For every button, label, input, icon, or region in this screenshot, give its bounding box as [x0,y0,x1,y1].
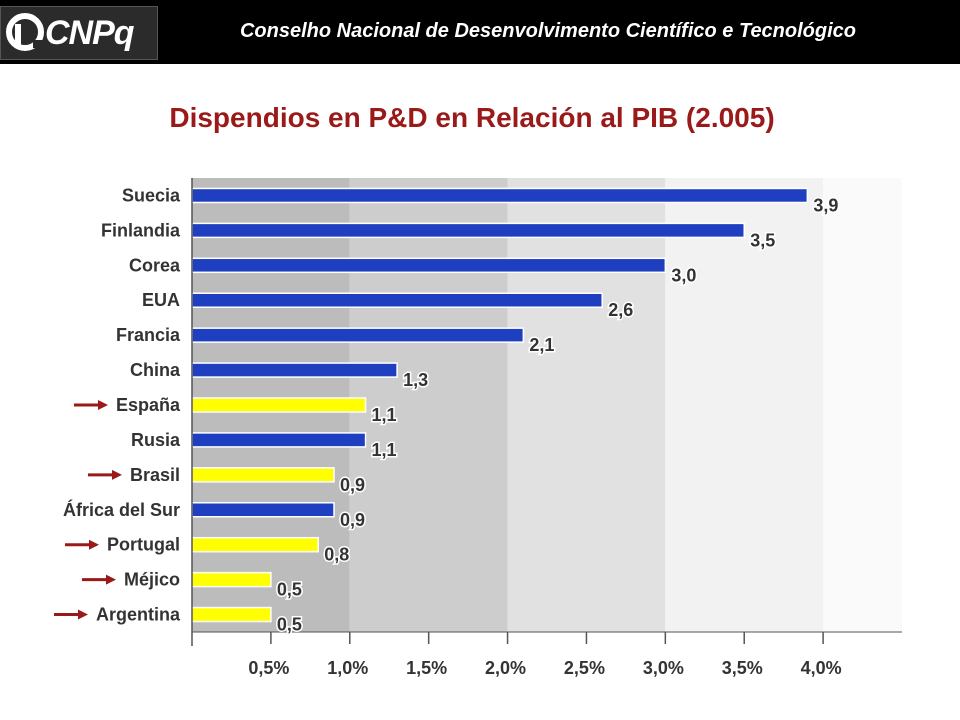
bar [191,362,398,378]
value-label: 2,1 [529,335,554,355]
x-tick-label: 2,5% [564,658,605,678]
tick-labels: 0,5% 1,0% 1,5% 2,0% 2,5% 3,0% 3,5% 4,0% [248,658,841,678]
bars [191,187,809,623]
category-label: Francia [116,325,181,345]
bar [191,571,272,588]
bar [191,187,809,204]
category-labels: Suecia Finlandia Corea EUA Francia China Españ… [63,185,181,624]
x-tick-label: 4,0% [801,658,842,678]
category-label: Méjico [124,570,180,590]
x-tick-label: 2,0% [485,658,526,678]
arrow-icon [64,539,99,550]
category-label: África del Sur [63,499,180,520]
bar [191,606,272,623]
arrow-icon [87,469,122,480]
axes [191,178,902,646]
bar [191,432,367,448]
arrow-icon [81,574,116,585]
value-label: 2,6 [608,300,633,320]
category-label: Finlandia [101,220,181,240]
background-band [349,178,508,632]
category-label: Brasil [130,465,180,485]
value-label: 3,9 [813,195,838,215]
header-bar: CNPq Conselho Nacional de Desenvolviment… [0,0,960,64]
value-label: 1,3 [403,370,428,390]
bar [191,257,667,274]
background-band [665,178,824,632]
header-title: Conselho Nacional de Desenvolvimento Cie… [239,20,857,42]
category-label: Rusia [131,430,181,450]
value-label: 1,1 [372,405,397,425]
bar [191,397,367,413]
background-band [823,178,902,632]
value-label: 0,8 [324,545,349,565]
value-label: 3,0 [671,265,696,285]
category-label: Portugal [107,535,180,555]
arrow-icon [73,400,108,410]
logo-text: CNPq [45,14,135,52]
value-label: 0,5 [277,615,302,635]
category-label: España [116,395,181,415]
value-label: 0,9 [340,475,365,495]
x-tick-label: 3,0% [643,658,684,678]
bar [191,222,745,239]
chart-title: Dispendios en P&D en Relación al PIB (2.… [169,102,775,133]
category-label: Argentina [96,605,181,625]
x-tick-label: 1,0% [327,658,368,678]
category-label: China [130,360,181,380]
value-labels: 3,9 3,5 3,0 2,6 2,1 1,3 1,1 1,1 0,9 0,9 0,8 0,5 0,5 [275,194,839,636]
category-label: Suecia [122,185,181,205]
x-tick-label: 3,5% [722,658,763,678]
background-band [507,178,666,632]
bar [191,536,319,553]
value-label: 0,5 [277,580,302,600]
x-tick-label: 1,5% [406,658,447,678]
category-label: EUA [142,290,180,310]
bar [191,502,335,518]
cnpq-logo: CNPq [0,6,158,60]
cnpq-emblem-icon [6,13,44,51]
category-label: Corea [129,255,181,275]
bar [191,327,525,343]
value-label: 1,1 [372,440,397,460]
highlight-arrows [53,400,122,620]
bar [191,292,603,308]
arrow-icon [53,609,88,620]
x-tick-label: 0,5% [248,658,289,678]
value-label: 0,9 [340,510,365,530]
value-label: 3,5 [750,230,775,250]
bar [191,467,335,483]
